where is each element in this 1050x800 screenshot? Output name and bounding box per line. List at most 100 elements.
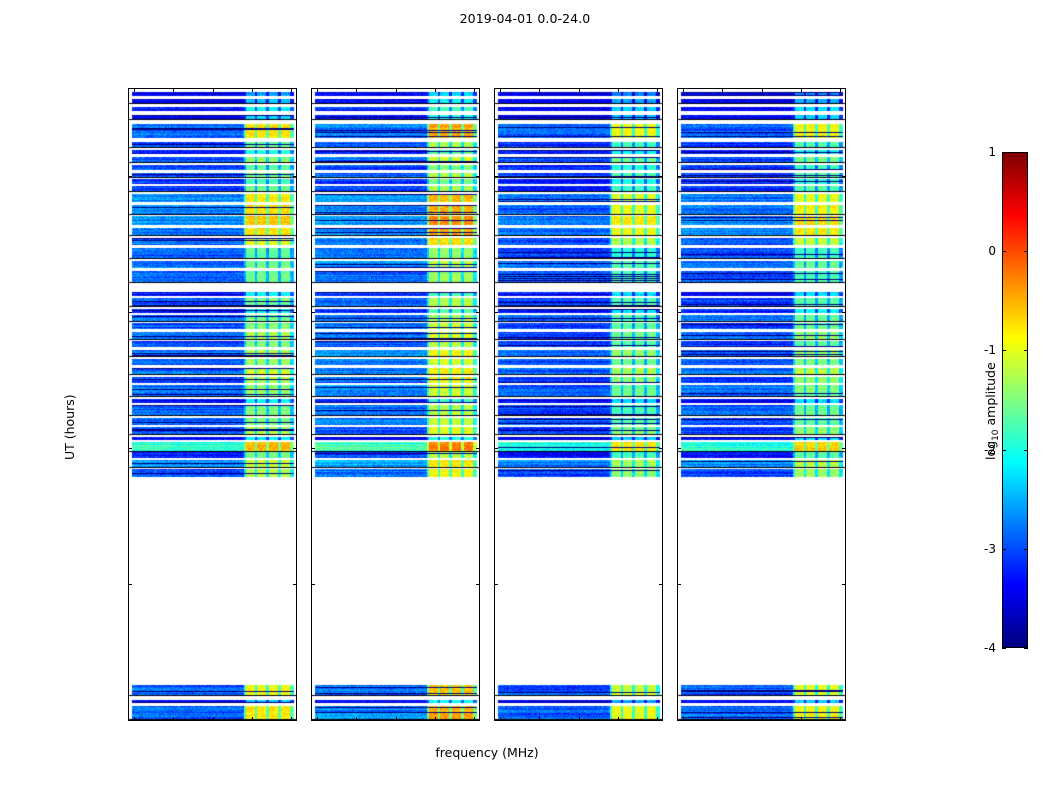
colorbar-tick-label: -2 xyxy=(984,443,996,457)
x-tick-mark xyxy=(683,89,684,92)
y-tick-mark xyxy=(678,448,681,449)
x-tick-mark xyxy=(618,717,619,720)
y-tick-mark xyxy=(312,176,315,177)
colorbar-tick-mark xyxy=(1002,152,1006,153)
colorbar-label: log10 amplitude xyxy=(983,362,1001,460)
x-tick-mark xyxy=(722,89,723,92)
x-tick-mark xyxy=(252,89,253,92)
y-tick-mark xyxy=(128,720,132,721)
x-tick-mark xyxy=(435,717,436,720)
x-tick-mark xyxy=(840,717,841,720)
x-tick-mark xyxy=(683,717,684,720)
x-tick-mark xyxy=(291,89,292,92)
colorbar-tick-mark xyxy=(1002,450,1006,451)
x-tick-mark xyxy=(539,717,540,720)
colorbar-tick-mark xyxy=(1002,549,1006,550)
x-tick-mark xyxy=(134,717,135,720)
x-tick-mark xyxy=(213,89,214,92)
x-tick-mark xyxy=(356,89,357,92)
y-tick-mark xyxy=(678,176,681,177)
y-tick-mark xyxy=(842,584,845,585)
y-tick-mark xyxy=(129,176,132,177)
x-tick-mark xyxy=(396,89,397,92)
colorbar-tick-mark xyxy=(1024,450,1028,451)
x-tick-mark xyxy=(317,717,318,720)
colorbar-label-tail: amplitude xyxy=(983,362,998,430)
colorbar-label-main: log xyxy=(983,440,998,460)
y-tick-mark xyxy=(659,312,662,313)
x-tick-mark xyxy=(722,717,723,720)
y-tick-mark xyxy=(312,312,315,313)
waterfall-image-yy xyxy=(312,89,479,720)
colorbar-tick-label: -1 xyxy=(984,343,996,357)
y-tick-mark xyxy=(495,448,498,449)
y-tick-mark xyxy=(311,720,315,721)
y-tick-mark xyxy=(129,448,132,449)
y-tick-mark xyxy=(129,584,132,585)
colorbar-tick-mark xyxy=(1024,251,1028,252)
y-tick-mark xyxy=(842,448,845,449)
x-tick-mark xyxy=(173,89,174,92)
y-tick-mark xyxy=(842,176,845,177)
subplot-panel-xy: XY, V2*V14=EA12*EA2732033535036538005101… xyxy=(494,88,663,721)
y-tick-mark xyxy=(312,448,315,449)
x-tick-mark xyxy=(474,89,475,92)
x-axis-label: frequency (MHz) xyxy=(435,745,539,760)
x-tick-mark xyxy=(435,89,436,92)
y-tick-mark xyxy=(129,312,132,313)
figure-suptitle: 2019-04-01 0.0-24.0 xyxy=(459,11,591,26)
y-tick-mark xyxy=(312,584,315,585)
waterfall-image-xx xyxy=(129,89,296,720)
colorbar-gradient xyxy=(1003,153,1027,647)
colorbar-tick-mark xyxy=(1002,251,1006,252)
x-tick-mark xyxy=(657,717,658,720)
y-tick-mark xyxy=(678,312,681,313)
x-tick-mark xyxy=(618,89,619,92)
x-tick-mark xyxy=(317,89,318,92)
y-tick-mark xyxy=(476,312,479,313)
y-tick-mark xyxy=(842,312,845,313)
x-tick-mark xyxy=(579,717,580,720)
colorbar-tick-label: 1 xyxy=(988,145,996,159)
y-tick-mark xyxy=(293,312,296,313)
y-tick-mark xyxy=(293,584,296,585)
x-tick-mark xyxy=(291,717,292,720)
y-tick-mark xyxy=(495,584,498,585)
y-tick-mark xyxy=(476,584,479,585)
y-tick-mark xyxy=(659,720,663,721)
y-tick-mark xyxy=(476,176,479,177)
x-tick-mark xyxy=(500,89,501,92)
y-tick-mark xyxy=(678,584,681,585)
colorbar xyxy=(1002,152,1028,648)
y-tick-mark xyxy=(659,448,662,449)
x-tick-mark xyxy=(762,717,763,720)
x-tick-mark xyxy=(474,717,475,720)
colorbar-tick-mark xyxy=(1002,648,1006,649)
colorbar-tick-mark xyxy=(1024,648,1028,649)
x-tick-mark xyxy=(801,89,802,92)
x-tick-mark xyxy=(396,717,397,720)
colorbar-tick-mark xyxy=(1024,350,1028,351)
subplot-panel-yx: YX, V2*V14=EA12*EA2732033535036538005101… xyxy=(677,88,846,721)
y-tick-mark xyxy=(293,448,296,449)
y-tick-mark xyxy=(677,720,681,721)
y-tick-mark xyxy=(495,176,498,177)
x-tick-mark xyxy=(356,717,357,720)
x-tick-mark xyxy=(213,717,214,720)
colorbar-tick-mark xyxy=(1024,152,1028,153)
y-tick-mark xyxy=(659,584,662,585)
colorbar-label-subscript: 10 xyxy=(991,429,1001,441)
y-tick-mark xyxy=(494,720,498,721)
colorbar-tick-label: 0 xyxy=(988,244,996,258)
subplot-panel-yy: YY, V2*V14=EA12*EA2732033535036538005101… xyxy=(311,88,480,721)
x-tick-mark xyxy=(539,89,540,92)
colorbar-tick-mark xyxy=(1024,549,1028,550)
y-tick-mark xyxy=(476,448,479,449)
x-tick-mark xyxy=(762,89,763,92)
x-tick-mark xyxy=(840,89,841,92)
subplot-panel-xx: XX, V2*V14=EA12*EA2732033535036538005101… xyxy=(128,88,297,721)
x-tick-mark xyxy=(252,717,253,720)
colorbar-tick-mark xyxy=(1002,350,1006,351)
colorbar-tick-label: -4 xyxy=(984,641,996,655)
